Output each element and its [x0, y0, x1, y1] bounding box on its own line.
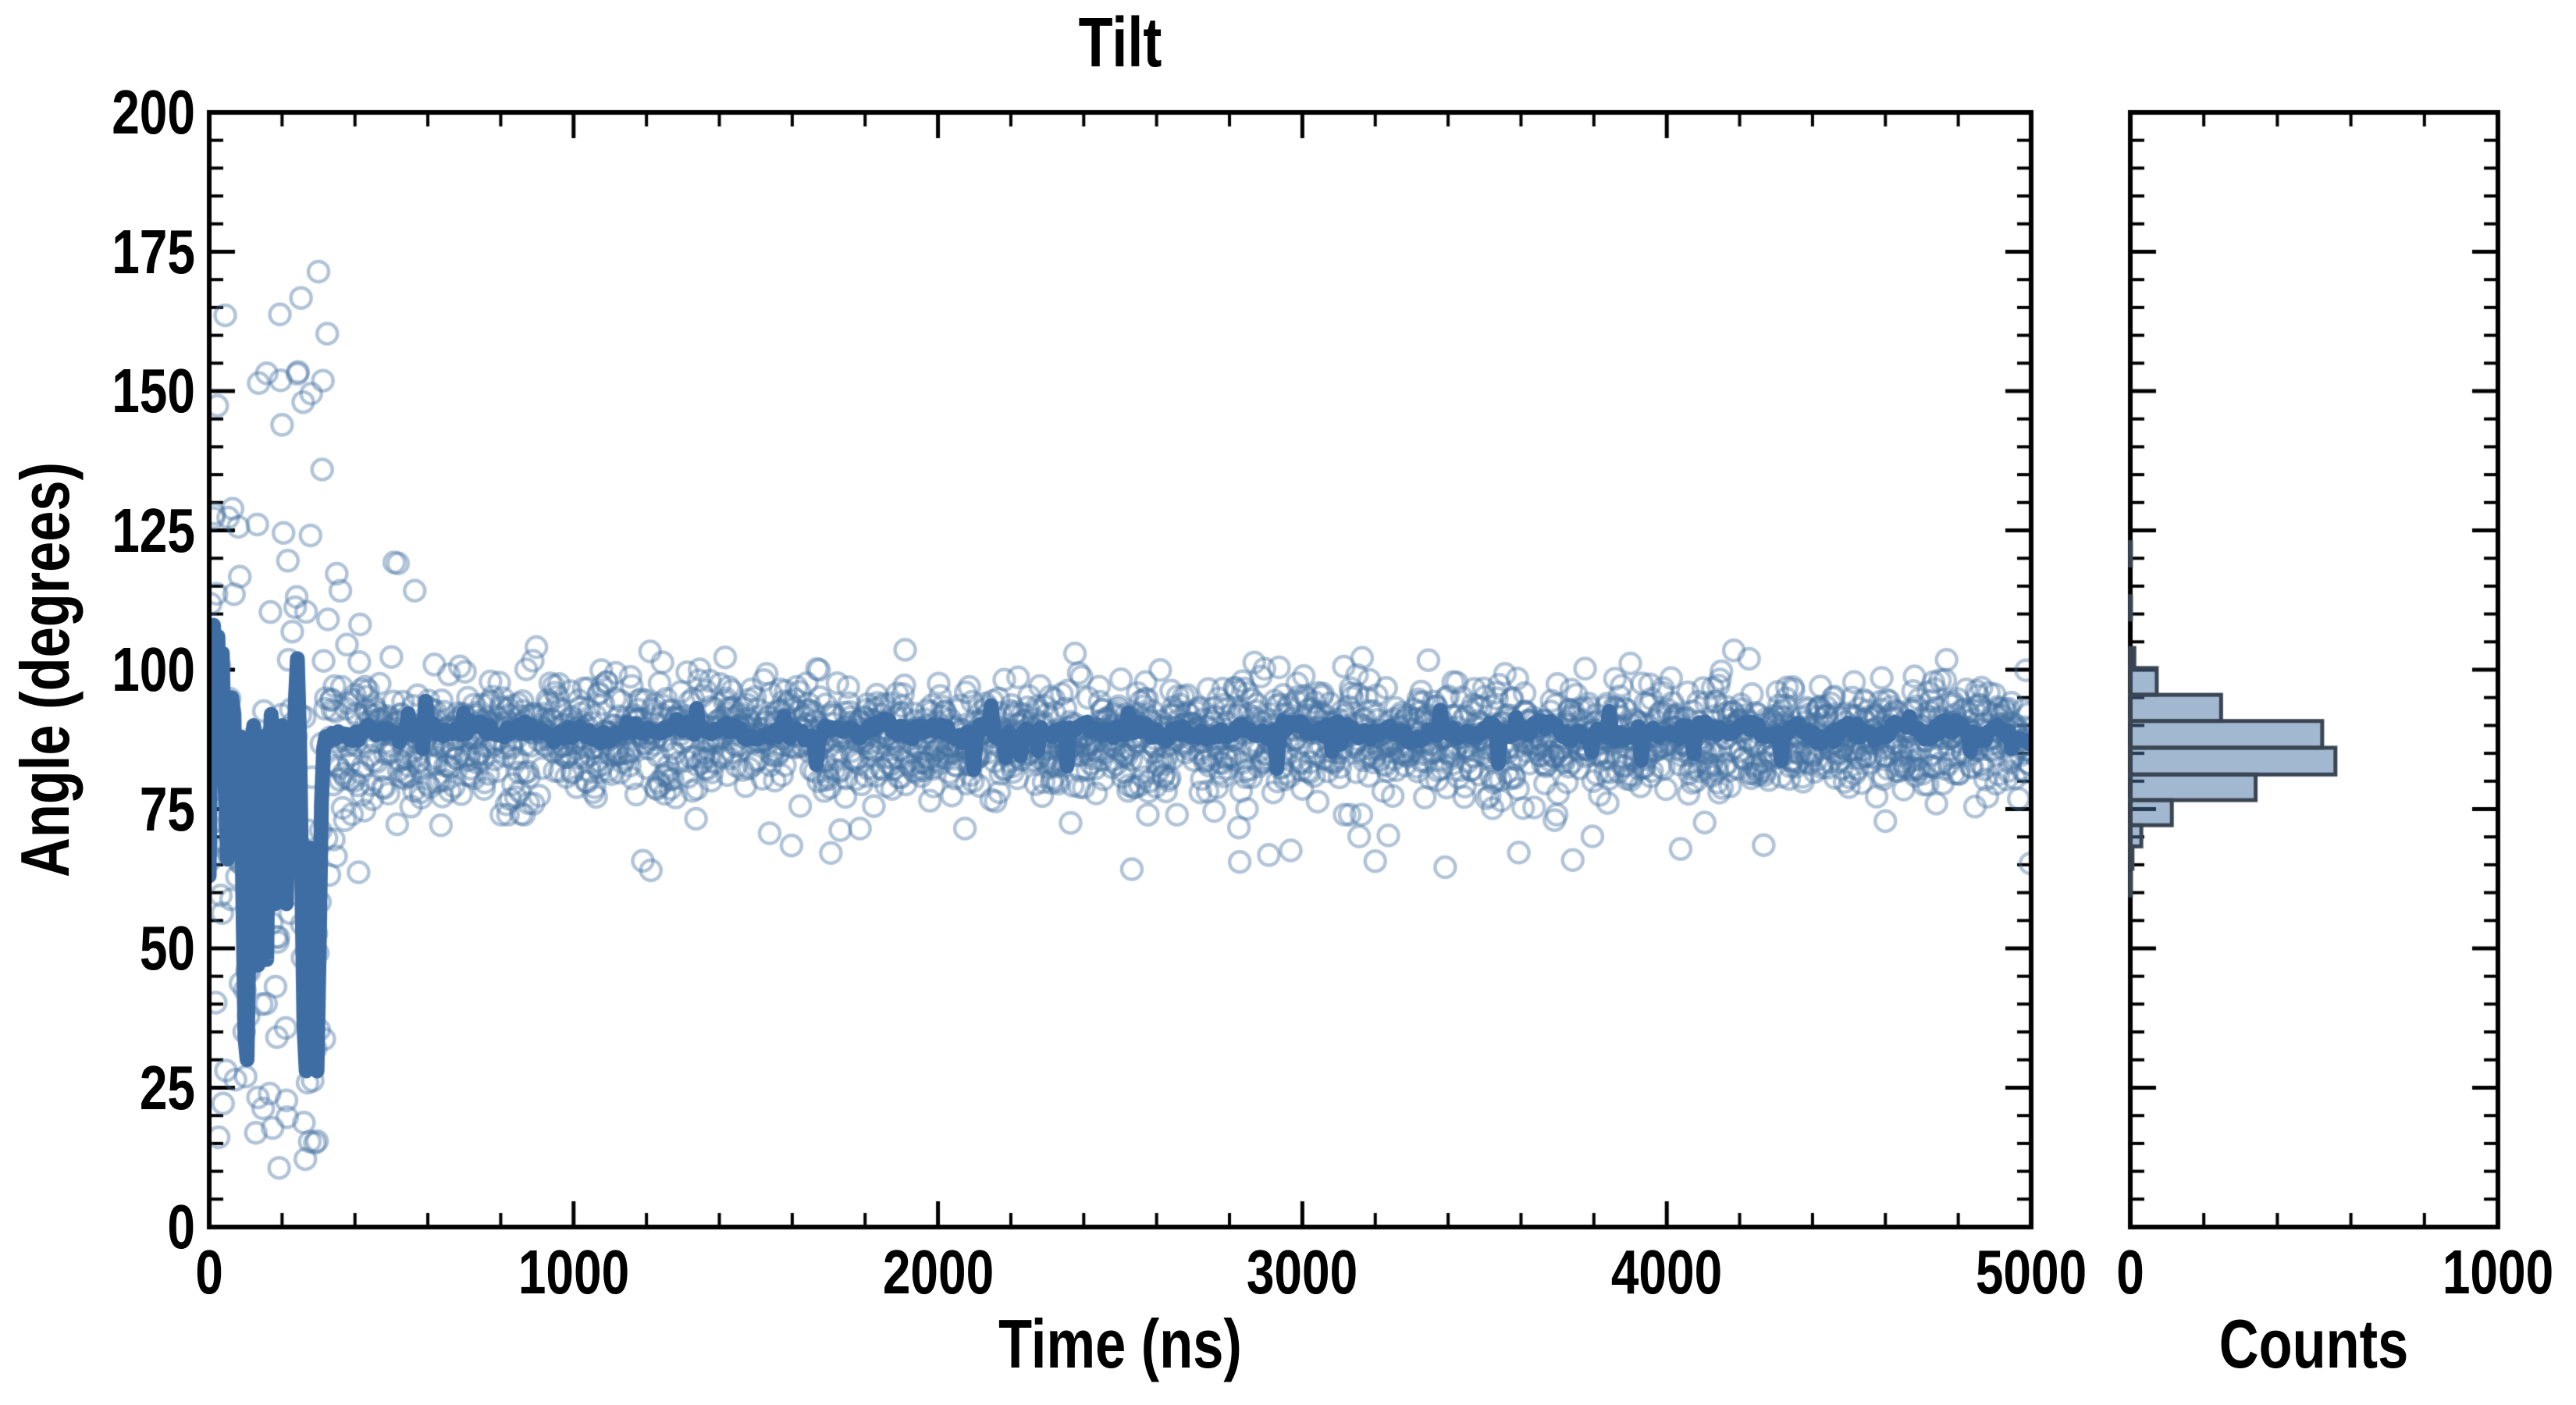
tick-label: 100	[112, 635, 195, 704]
tick-label: 175	[112, 216, 195, 286]
tick-label: 4000	[1611, 1237, 1723, 1307]
tick-label: 2000	[882, 1237, 994, 1307]
tick-label: 3000	[1247, 1237, 1358, 1307]
y-axis-label: Angle (degrees)	[6, 461, 84, 878]
tick-label: 150	[112, 356, 195, 425]
tick-label: 200	[112, 77, 195, 147]
tick-label: 1000	[518, 1237, 629, 1307]
chart-title: Tilt	[1078, 4, 1162, 82]
x-axis-label: Time (ns)	[998, 1305, 1242, 1382]
tick-label: 1000	[2442, 1237, 2554, 1307]
tick-label: 50	[139, 913, 195, 983]
tick-label: 0	[195, 1237, 223, 1307]
tick-label: 25	[139, 1052, 195, 1122]
tick-label: 75	[139, 774, 195, 844]
hist-x-axis-label: Counts	[2218, 1305, 2409, 1382]
tick-label: 0	[167, 1192, 195, 1261]
tick-label: 125	[112, 495, 195, 565]
tick-label: 0	[2116, 1237, 2144, 1307]
tick-label: 5000	[1975, 1237, 2087, 1307]
